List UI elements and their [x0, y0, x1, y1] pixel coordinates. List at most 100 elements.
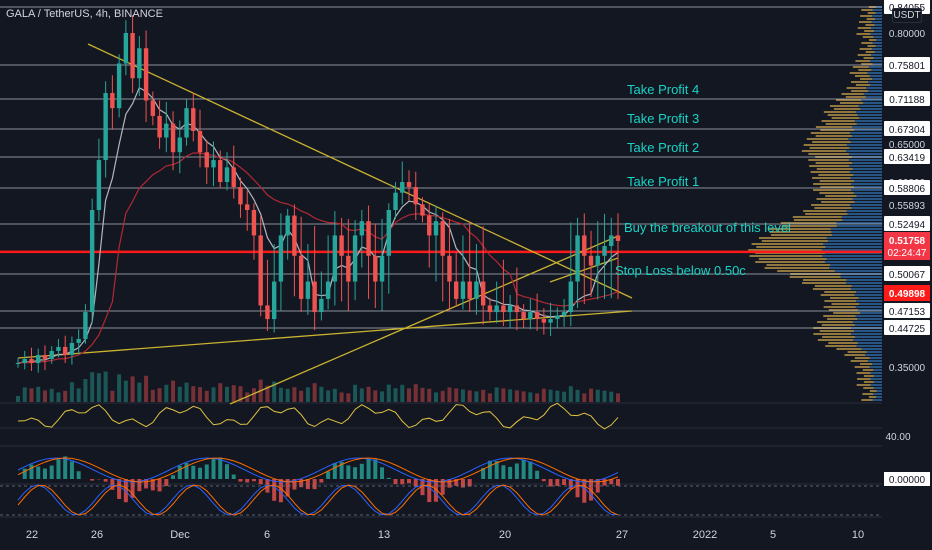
vp-bar-up	[830, 264, 882, 266]
price-tag-bg	[884, 57, 930, 72]
vp-bar-down	[864, 30, 874, 32]
macd-histogram-bar	[42, 468, 47, 479]
volume-bar	[29, 388, 34, 402]
vp-bar-down	[813, 183, 852, 185]
stoch-d-line	[17, 484, 619, 516]
vp-bar-down	[761, 240, 828, 242]
vp-bar-down	[861, 399, 873, 401]
time-tick-label: 20	[499, 529, 511, 541]
macd-histogram-bar	[312, 479, 317, 490]
volume-bar	[326, 390, 331, 402]
time-tick-label: 22	[26, 529, 38, 541]
vp-bar-up	[865, 354, 882, 356]
vp-bar-down	[865, 51, 875, 53]
vp-bar-up	[854, 186, 882, 188]
currency-label[interactable]: USDT	[892, 8, 922, 23]
volume-bar	[224, 386, 229, 402]
macd-histogram-bar	[332, 462, 337, 479]
volume-bar	[582, 393, 587, 402]
vp-bar-up	[852, 321, 882, 323]
vp-bar-down	[833, 312, 861, 314]
price-tag-bg	[884, 91, 930, 106]
candle-body	[467, 281, 472, 299]
vp-bar-down	[856, 372, 871, 374]
vp-bar-up	[857, 318, 882, 320]
volume-bar	[312, 383, 317, 402]
vp-bar-down	[764, 267, 830, 269]
macd-histogram-bar	[393, 479, 398, 485]
vp-bar-down	[814, 285, 852, 287]
vp-bar-down	[828, 309, 859, 311]
vp-bar-down	[830, 297, 859, 299]
price-tag-bg	[884, 216, 930, 231]
vp-bar-down	[827, 318, 858, 320]
candle-body	[319, 298, 324, 313]
vp-bar-down	[854, 75, 870, 77]
macd-histogram-bar	[407, 479, 412, 484]
candle-body	[15, 362, 21, 364]
vp-bar-up	[852, 126, 882, 128]
vp-bar-up	[870, 60, 882, 62]
macd-histogram-bar	[29, 464, 34, 479]
vp-bar-down	[808, 153, 849, 155]
triangle-breakout-line	[229, 235, 619, 405]
macd-histogram-bar	[514, 463, 519, 479]
vp-bar-up	[869, 366, 882, 368]
macd-histogram-bar	[63, 456, 68, 479]
volume-bar	[359, 388, 364, 402]
candle-body	[110, 93, 115, 109]
macd-histogram-bar	[454, 479, 459, 486]
vp-bar-down	[851, 90, 869, 92]
candle-body	[312, 281, 317, 313]
vp-bar-up	[859, 117, 882, 119]
vp-bar-up	[851, 285, 882, 287]
vp-bar-up	[872, 42, 882, 44]
vp-bar-up	[852, 135, 882, 137]
macd-histogram-bar	[427, 479, 432, 503]
annotation-label: Stop Loss below 0.50c	[615, 263, 746, 278]
vp-bar-up	[874, 51, 882, 53]
volume-bar	[103, 371, 108, 402]
vp-bar-up	[875, 45, 882, 47]
ticker-title: GALA / TetherUS, 4h, BINANCE	[6, 8, 163, 20]
volume-bar	[595, 389, 600, 402]
vp-bar-down	[858, 69, 872, 71]
candle-body	[211, 160, 216, 168]
candle-body	[366, 221, 371, 256]
ascending-support-line	[17, 310, 633, 359]
vp-bar-up	[848, 153, 882, 155]
macd-histogram-bar	[582, 479, 587, 503]
candle-body	[278, 235, 284, 282]
volume-bar	[218, 383, 223, 402]
macd-histogram-bar	[447, 479, 452, 488]
candle-body	[588, 255, 594, 266]
candle-body	[480, 281, 486, 306]
vp-bar-up	[840, 276, 882, 278]
time-tick-label: 26	[91, 529, 103, 541]
vp-bar-up	[849, 165, 882, 167]
vp-bar-up	[858, 105, 882, 107]
volume-bar	[501, 388, 506, 402]
macd-histogram-bar	[609, 479, 614, 485]
vp-bar-up	[856, 195, 882, 197]
vp-bar-down	[817, 339, 854, 341]
candle-body	[440, 221, 445, 256]
vp-bar-up	[826, 237, 882, 239]
vp-bar-down	[812, 141, 851, 143]
macd-histogram-bar	[420, 479, 425, 496]
vp-bar-down	[844, 354, 866, 356]
macd-histogram-bar	[231, 474, 236, 479]
vp-bar-up	[851, 183, 882, 185]
candle-body	[96, 160, 102, 210]
vp-bar-up	[848, 159, 882, 161]
vp-bar-up	[863, 93, 882, 95]
vp-bar-down	[780, 222, 837, 224]
volume-bar	[137, 382, 142, 402]
vp-bar-up	[867, 72, 882, 74]
vp-bar-down	[820, 186, 855, 188]
volume-bar	[420, 387, 425, 402]
price-tag-label: 0.63419	[889, 153, 926, 164]
vp-bar-up	[850, 189, 882, 191]
vp-bar-down	[811, 204, 851, 206]
